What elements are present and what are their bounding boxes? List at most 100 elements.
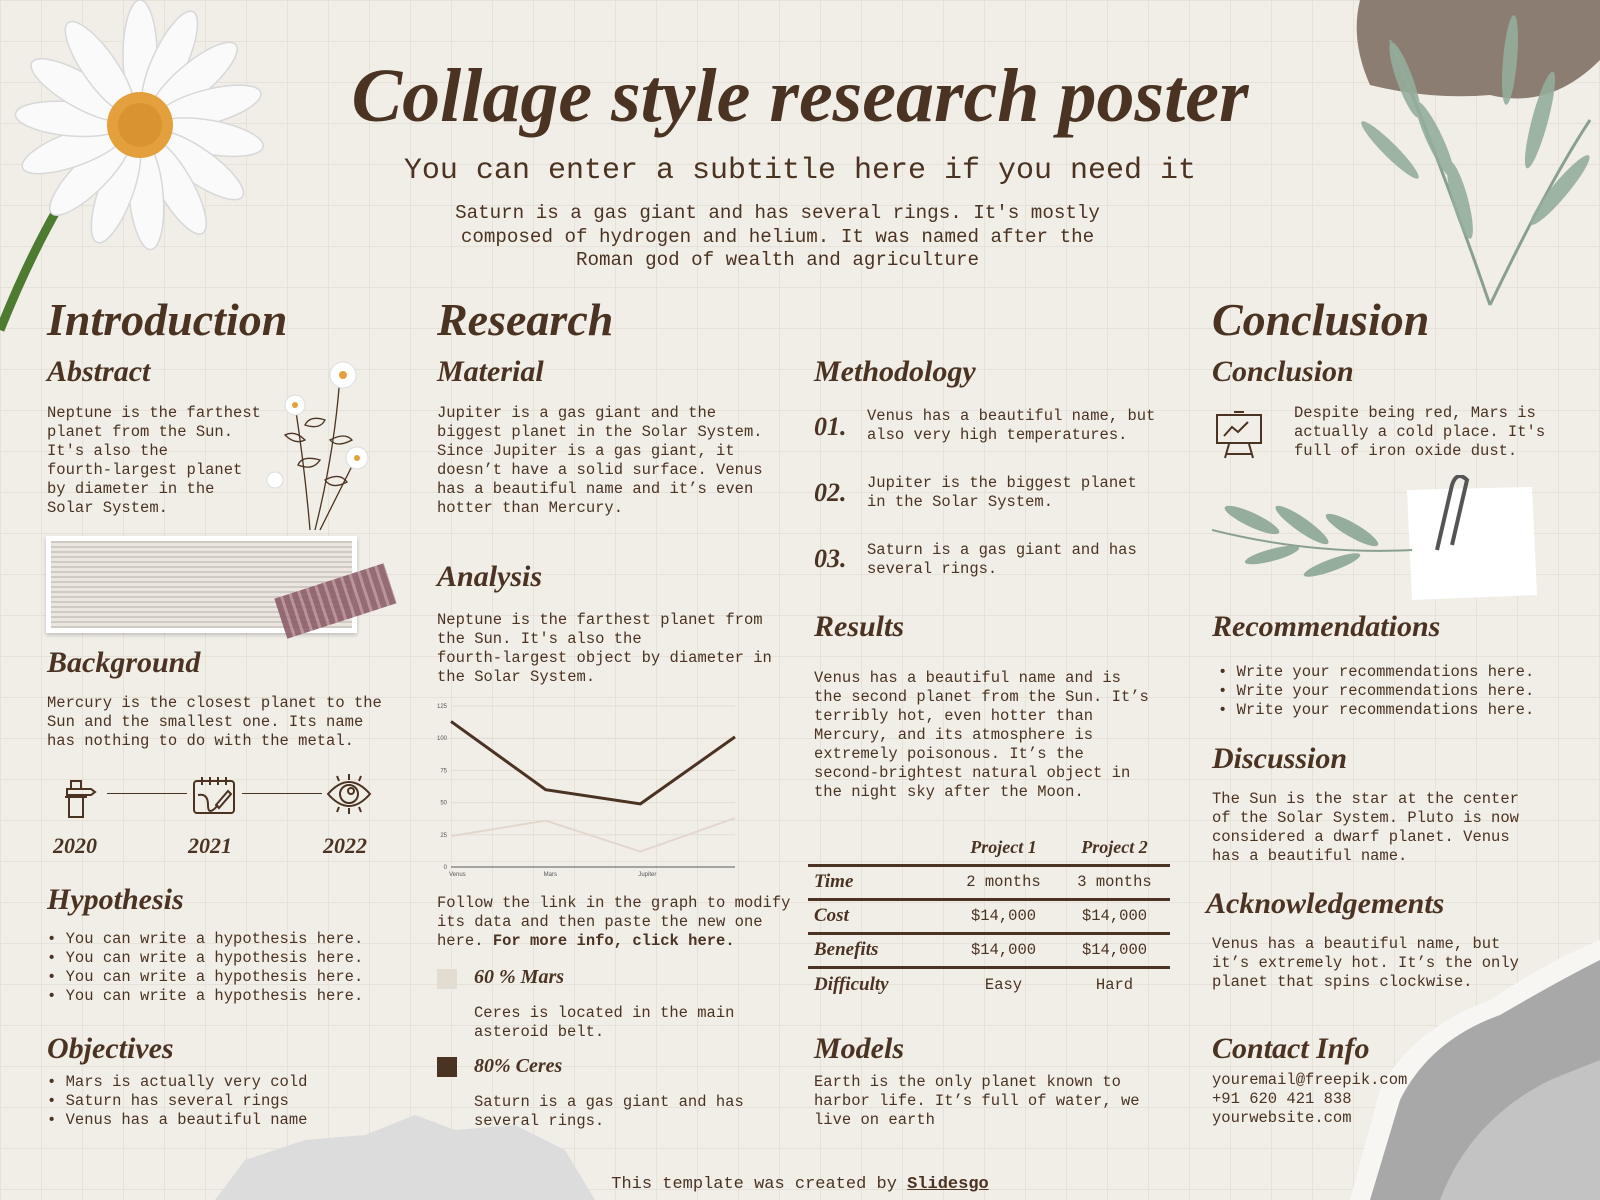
- material-heading: Material: [437, 355, 544, 388]
- list-item: Venus has a beautiful name: [47, 1111, 308, 1130]
- slidesgo-link[interactable]: Slidesgo: [907, 1175, 989, 1194]
- table-header: Project 1: [948, 831, 1059, 867]
- models-heading: Models: [814, 1032, 904, 1065]
- timeline-connector: [242, 793, 322, 794]
- contact-heading: Contact Info: [1212, 1032, 1370, 1065]
- results-heading: Results: [814, 610, 905, 643]
- cell: Hard: [1095, 975, 1134, 994]
- follow-text: Follow the link in the graph to modify i…: [437, 894, 790, 951]
- list-item: Write your recommendations here.: [1214, 682, 1535, 701]
- timeline: 2020 2021 2022: [47, 770, 382, 860]
- y-tick-label: 25: [440, 833, 447, 839]
- legend-label: 80% Ceres: [474, 1055, 563, 1077]
- list-item: Mars is actually very cold: [47, 1073, 308, 1092]
- list-item: Write your recommendations here.: [1214, 701, 1535, 720]
- abstract-heading: Abstract: [47, 355, 151, 388]
- table-header: Project 2: [1059, 831, 1170, 867]
- flower-sketch-decoration: [266, 361, 369, 531]
- list-item: You can write a hypothesis here.: [47, 930, 364, 949]
- analysis-heading: Analysis: [437, 560, 543, 593]
- methodology-heading: Methodology: [814, 355, 976, 388]
- material-text: Jupiter is a gas giant and the biggest p…: [437, 404, 763, 517]
- legend-text: Ceres is located in the main asteroid be…: [474, 1004, 735, 1041]
- legend-swatch-mars: [437, 969, 457, 989]
- legend-swatch-ceres: [437, 1057, 457, 1077]
- models-text: Earth is the only planet known to harbor…: [814, 1073, 1140, 1129]
- step-text: Venus has a beautiful name, but also ver…: [867, 407, 1156, 444]
- contact-email[interactable]: youremail@freepik.com: [1212, 1071, 1408, 1089]
- line-chart[interactable]: 0 25 50 75 100 125 Venus Mars Jupiter: [437, 700, 742, 882]
- analysis-text: Neptune is the farthest planet from the …: [437, 611, 772, 686]
- legend-label: 60 % Mars: [474, 966, 565, 988]
- hypothesis-heading: Hypothesis: [47, 883, 184, 916]
- cell: $14,000: [1059, 933, 1170, 969]
- newspaper-collage-image: [46, 536, 357, 633]
- poster-description: Saturn is a gas giant and has several ri…: [455, 202, 1100, 271]
- cell: $14,000: [948, 933, 1059, 969]
- poster-subtitle: You can enter a subtitle here if you nee…: [403, 154, 1197, 188]
- step-number: 03.: [814, 544, 847, 573]
- contact-website[interactable]: yourwebsite.com: [1212, 1109, 1352, 1127]
- row-label: Cost: [808, 899, 948, 935]
- legend-text: Saturn is a gas giant and has several ri…: [474, 1093, 744, 1130]
- list-item: You can write a hypothesis here.: [47, 949, 364, 968]
- cell: Easy: [984, 975, 1023, 994]
- poster-title: Collage style research poster: [351, 54, 1249, 138]
- eye-icon: [326, 774, 372, 814]
- row-label: Benefits: [808, 933, 948, 969]
- discussion-text: The Sun is the star at the center of the…: [1212, 790, 1519, 865]
- more-info-link[interactable]: For more info, click here.: [492, 932, 735, 950]
- list-item: Write your recommendations here.: [1214, 663, 1535, 682]
- hypothesis-list: You can write a hypothesis here. You can…: [47, 930, 364, 1006]
- background-text: Mercury is the closest planet to the Sun…: [47, 694, 382, 750]
- notebook-icon: [193, 777, 235, 814]
- acknowledgements-text: Venus has a beautiful name, but it’s ext…: [1212, 935, 1519, 991]
- timeline-year: 2022: [323, 833, 367, 858]
- torn-paper-bottom-right: [1350, 940, 1600, 1200]
- step-number: 02.: [814, 478, 847, 507]
- introduction-heading: Introduction: [47, 294, 288, 345]
- objectives-list: Mars is actually very cold Saturn has se…: [47, 1073, 308, 1130]
- x-tick-label: Mars: [544, 872, 557, 878]
- cell: $14,000: [1059, 899, 1170, 935]
- table-row: Time 2 months 3 months: [808, 865, 1170, 901]
- follow-text-body: Follow the link in the graph to modify i…: [437, 894, 791, 950]
- contact-info: youremail@freepik.com +91 620 421 838 your…: [1212, 1071, 1407, 1128]
- objectives-heading: Objectives: [47, 1032, 174, 1065]
- torn-paper-bottom: [215, 1115, 595, 1200]
- y-tick-label: 75: [440, 768, 447, 774]
- leaves-decoration: [1356, 0, 1600, 306]
- y-tick-label: 50: [440, 801, 447, 807]
- background-heading: Background: [47, 646, 201, 679]
- step-text: Saturn is a gas giant and has several ri…: [867, 541, 1137, 578]
- footer-text: This template was created by: [611, 1175, 908, 1194]
- y-tick-label: 0: [444, 865, 448, 871]
- results-table: Project 1 Project 2 Time 2 months 3 months …: [808, 831, 1170, 1001]
- discussion-heading: Discussion: [1212, 742, 1348, 775]
- conclusion-title: Conclusion: [1212, 294, 1430, 345]
- series-line: [450, 817, 736, 853]
- table-row: Difficulty Easy Hard: [808, 967, 1170, 1001]
- daisy-decoration: [0, 0, 264, 332]
- leaf-paperclip-decoration: [1212, 475, 1537, 600]
- presentation-chart-icon: [1216, 411, 1262, 459]
- recommendations-heading: Recommendations: [1212, 610, 1441, 643]
- results-text: Venus has a beautiful name and is the se…: [814, 669, 1149, 801]
- series-line: [450, 720, 736, 806]
- y-tick-label: 100: [437, 736, 448, 742]
- step-text: Jupiter is the biggest planet in the Sol…: [867, 474, 1137, 511]
- list-item: Saturn has several rings: [47, 1092, 307, 1111]
- list-item: You can write a hypothesis here.: [47, 987, 364, 1006]
- timeline-year: 2021: [188, 833, 232, 858]
- table-row: Benefits $14,000 $14,000: [808, 933, 1170, 969]
- table-row: Cost $14,000 $14,000: [808, 899, 1170, 935]
- conclusion-heading: Conclusion: [1212, 355, 1354, 388]
- timeline-connector: [107, 793, 187, 794]
- cell: 3 months: [1059, 865, 1170, 901]
- research-heading: Research: [437, 294, 614, 345]
- row-label: Time: [808, 865, 948, 901]
- acknowledgements-heading: Acknowledgements: [1206, 887, 1445, 920]
- abstract-text: Neptune is the farthest planet from the …: [47, 404, 261, 517]
- contact-phone: +91 620 421 838: [1212, 1090, 1352, 1108]
- x-tick-label: Jupiter: [638, 872, 656, 878]
